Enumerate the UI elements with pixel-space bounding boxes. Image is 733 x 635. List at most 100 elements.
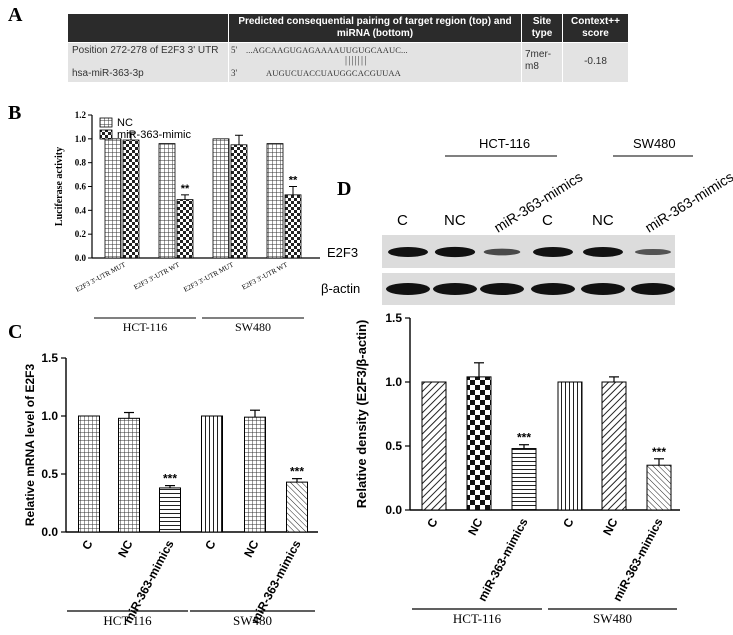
x-tick-label: miR-363-mimics — [610, 516, 666, 604]
y-tick-label: 0.0 — [75, 253, 87, 263]
y-axis-label: Luciferase activity — [54, 147, 65, 226]
legend-label: NC — [117, 117, 133, 129]
group-label: SW480 — [233, 613, 272, 628]
y-tick-label: 1.5 — [385, 311, 402, 325]
blot-strip-e2f3 — [382, 235, 675, 268]
bar — [421, 381, 447, 511]
x-tick-label: miR-363-mimics — [475, 516, 531, 604]
significance-label: ** — [181, 183, 190, 195]
row-label-mirna: hsa-miR-363-3p — [72, 68, 144, 79]
blot-band-e2f3 — [533, 247, 573, 257]
significance-label: *** — [517, 431, 531, 445]
blot-band-actin — [433, 283, 477, 295]
blot-lane-label: C — [542, 212, 553, 229]
blot-band-e2f3 — [434, 246, 476, 258]
group-label: HCT-116 — [123, 320, 167, 334]
y-tick-label: 1.5 — [41, 351, 58, 365]
blot-band-actin — [386, 283, 430, 295]
y-tick-label: 0.0 — [41, 525, 58, 539]
table-header-score: Context++ score — [563, 14, 628, 42]
blot-lane-label: NC — [592, 212, 614, 229]
blot-band-e2f3 — [583, 247, 623, 257]
target-prefix: 5' — [231, 45, 238, 55]
bar — [158, 143, 176, 259]
y-axis-label: Relative density (E2F3/β-actin) — [354, 320, 369, 509]
blot-band-actin — [581, 283, 625, 295]
blot-band-e2f3 — [483, 248, 521, 256]
x-tick-label: NC — [465, 516, 486, 538]
blot-row-e2f3: E2F3 — [327, 245, 359, 260]
bar — [212, 138, 230, 259]
panel-label-b: B — [8, 102, 22, 124]
bar — [466, 376, 492, 511]
table-row-bg — [229, 43, 521, 82]
legend-label: miR-363-mimic — [117, 129, 191, 141]
target-sequence: ...AGCAAGUGAGAAAAUUGUGCAAUC... — [246, 45, 408, 55]
y-axis-label: Relative mRNA level of E2F3 — [23, 364, 37, 527]
panel-label-a: A — [8, 4, 23, 26]
y-tick-label: 0.8 — [75, 158, 87, 168]
site-type-header-text: Site type — [531, 16, 553, 39]
x-tick-label: C — [424, 516, 441, 531]
table-row-bg — [563, 43, 628, 82]
table-header-empty — [68, 14, 228, 42]
y-tick-label: 0.5 — [41, 467, 58, 481]
blot-band-e2f3 — [634, 248, 672, 256]
x-tick-label: NC — [600, 516, 621, 538]
significance-label: *** — [290, 465, 304, 479]
row-label-target: Position 272-278 of E2F3 3' UTR — [72, 45, 219, 56]
y-tick-label: 0.5 — [385, 439, 402, 453]
bar — [646, 464, 672, 511]
y-tick-label: 0.0 — [385, 503, 402, 517]
bar — [104, 138, 122, 259]
blot-group-sw480: SW480 — [633, 136, 676, 151]
y-tick-label: 1.0 — [41, 409, 58, 423]
bar — [557, 381, 583, 511]
bar — [201, 415, 223, 533]
blot-strip-actin — [382, 273, 675, 305]
blot-lane-label: C — [397, 212, 408, 229]
blot-band-actin — [480, 283, 524, 295]
group-label: SW480 — [593, 611, 632, 626]
y-tick-label: 0.6 — [75, 182, 87, 192]
bar — [78, 415, 100, 533]
legend-swatch — [99, 129, 113, 140]
score-header-text: Context++ score — [571, 16, 620, 39]
blot-lane-label: NC — [444, 212, 466, 229]
significance-label: *** — [652, 445, 666, 459]
blot-band-actin — [531, 283, 575, 295]
legend-swatch — [99, 117, 113, 128]
table-header-pairing: Predicted consequential pairing of targe… — [229, 14, 521, 42]
target-site-table: Predicted consequential pairing of targe… — [68, 14, 628, 82]
y-tick-label: 0.2 — [75, 229, 87, 239]
mirna-sequence: AUGUCUACCUAUGGCACGUUAA — [266, 68, 401, 78]
group-label: HCT-116 — [103, 613, 152, 628]
table-row-bg — [68, 43, 228, 82]
y-tick-label: 0.4 — [75, 205, 87, 215]
score-value: -0.18 — [584, 56, 607, 67]
table-header-site-type: Site type — [522, 14, 562, 42]
significance-label: *** — [163, 472, 177, 486]
panel-label-c: C — [8, 321, 23, 343]
y-tick-label: 1.0 — [385, 375, 402, 389]
blot-group-hct116: HCT-116 — [479, 136, 531, 151]
y-tick-label: 1.2 — [75, 110, 87, 120]
panel-label-d: D — [337, 178, 352, 200]
site-type-value: 7mer-m8 — [525, 49, 552, 72]
pairing-lines: ||||||| — [345, 55, 368, 66]
bar — [601, 381, 627, 511]
group-label: SW480 — [235, 320, 271, 334]
significance-label: ** — [289, 175, 298, 187]
bar — [266, 143, 284, 259]
x-tick-label: C — [560, 516, 577, 531]
table-row-bg — [522, 43, 562, 82]
y-tick-label: 1.0 — [75, 134, 87, 144]
blot-row-actin: β-actin — [321, 281, 361, 296]
blot-band-e2f3 — [388, 247, 428, 257]
group-label: HCT-116 — [453, 611, 502, 626]
